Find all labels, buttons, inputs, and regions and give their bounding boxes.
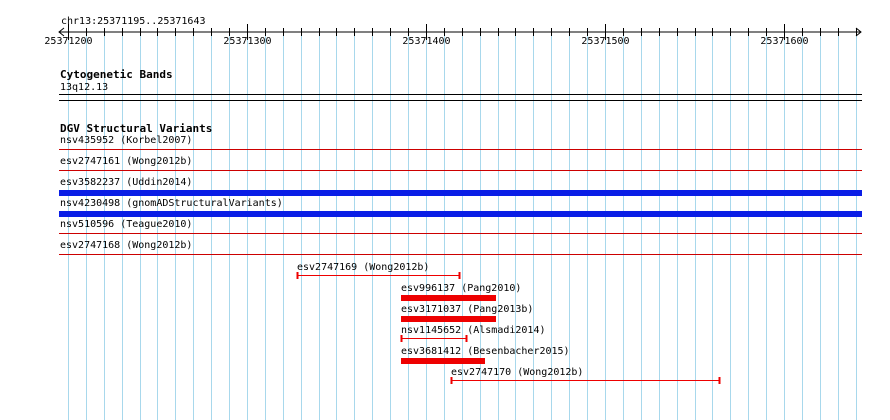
ruler-tick-label: 25371300: [223, 36, 271, 47]
ruler-right-arrow-icon[interactable]: [855, 27, 862, 37]
variant-label[interactable]: esv3171037 (Pang2013b): [401, 304, 533, 315]
variant-bar[interactable]: [401, 295, 496, 301]
ruler-tick-label: 25371400: [402, 36, 450, 47]
variant-label[interactable]: esv2747168 (Wong2012b): [60, 240, 192, 251]
variant-label[interactable]: esv2747161 (Wong2012b): [60, 156, 192, 167]
ruler-tick-label: 25371600: [760, 36, 808, 47]
variant-label[interactable]: nsv510596 (Teague2010): [60, 219, 192, 230]
variant-bar[interactable]: [401, 358, 485, 364]
gridlines: [68, 33, 857, 420]
variant-line[interactable]: [450, 377, 721, 384]
cytoband-label[interactable]: 13q12.13: [60, 82, 108, 93]
dgv-features: nsv435952 (Korbel2007) esv2747161 (Wong20…: [59, 135, 862, 384]
variant-bar[interactable]: [401, 316, 496, 322]
ruler-tick-label: 25371500: [581, 36, 629, 47]
variant-label[interactable]: esv996137 (Pang2010): [401, 283, 521, 294]
variant-label[interactable]: esv2747169 (Wong2012b): [297, 262, 429, 273]
variant-label[interactable]: esv3582237 (Uddin2014): [60, 177, 192, 188]
variant-label[interactable]: nsv435952 (Korbel2007): [60, 135, 192, 146]
location-label: chr13:25371195..25371643: [61, 16, 206, 27]
variant-line[interactable]: [296, 272, 461, 279]
variant-label[interactable]: nsv4230498 (gnomADStructuralVariants): [60, 198, 283, 209]
cytoband-track-title: Cytogenetic Bands: [60, 68, 173, 81]
ruler: 25371200 25371300 25371400 25371500 25371600: [44, 24, 857, 47]
ruler-left-arrow-icon[interactable]: [58, 27, 65, 37]
variant-bar[interactable]: [59, 211, 862, 217]
variant-label[interactable]: esv3681412 (Besenbacher2015): [401, 346, 570, 357]
ruler-tick-label: 25371200: [44, 36, 92, 47]
variant-label[interactable]: nsv1145652 (Alsmadi2014): [401, 325, 546, 336]
dgv-track-title: DGV Structural Variants: [60, 122, 212, 135]
variant-label[interactable]: esv2747170 (Wong2012b): [451, 367, 583, 378]
variant-bar[interactable]: [59, 190, 862, 196]
variant-line[interactable]: [400, 335, 468, 342]
